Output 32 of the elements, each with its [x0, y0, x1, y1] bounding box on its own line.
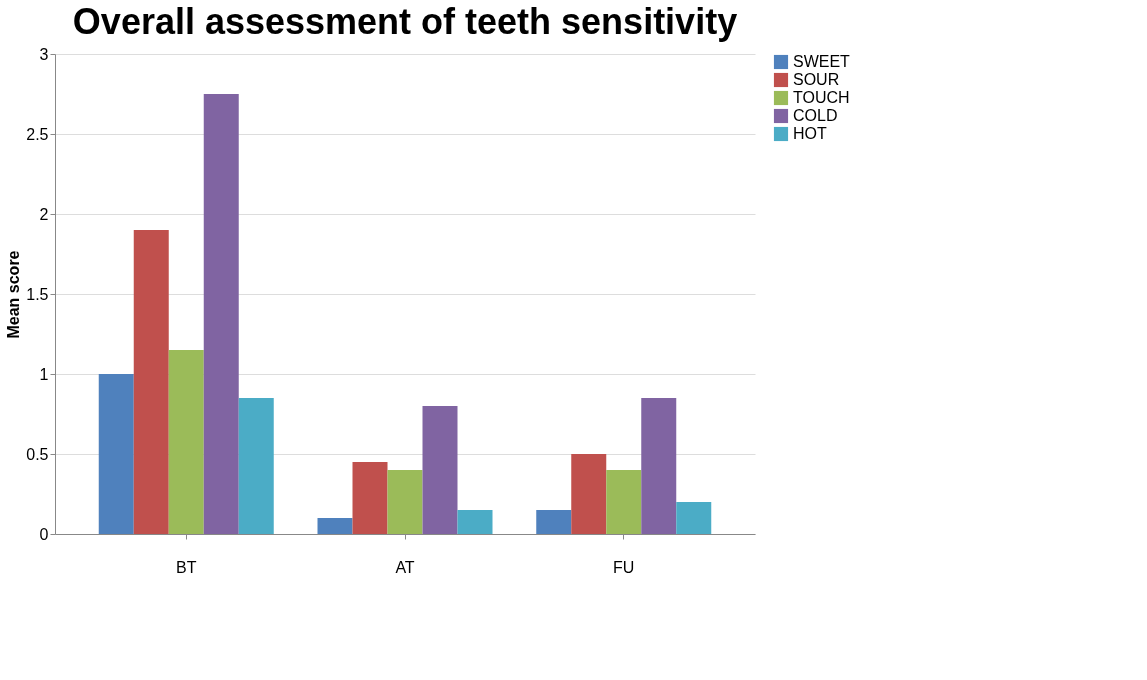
bar [133, 230, 169, 534]
x-tick-label: AT [395, 558, 415, 576]
bar [676, 502, 712, 534]
y-tick-label: 2.5 [26, 125, 49, 143]
chart-title: Overall assessment of teeth sensitivity [72, 1, 738, 42]
bar [641, 398, 677, 534]
y-tick-label: 2 [39, 205, 49, 223]
legend-label: SOUR [793, 71, 840, 88]
y-axis-title: Mean score [5, 250, 23, 339]
x-tick-label: BT [176, 558, 197, 576]
x-tick-label: FU [613, 558, 635, 576]
y-tick-label: 0 [39, 525, 49, 543]
y-tick-label: 1.5 [26, 285, 49, 303]
legend-label: TOUCH [793, 89, 850, 106]
y-tick-label: 1 [39, 365, 49, 383]
bar [606, 470, 642, 534]
bar [571, 454, 607, 534]
y-tick-label: 0.5 [26, 445, 49, 463]
y-tick-label: 3 [39, 45, 49, 63]
bar [352, 462, 388, 534]
bar [168, 350, 204, 534]
legend-label: COLD [793, 107, 838, 124]
bar [457, 510, 493, 534]
bar [536, 510, 572, 534]
bar [422, 406, 458, 534]
bar [387, 470, 423, 534]
bar [98, 374, 134, 534]
bar [238, 398, 274, 534]
bar [203, 94, 239, 534]
legend-label: HOT [793, 125, 827, 142]
legend-label: SWEET [793, 53, 851, 70]
bar [317, 518, 353, 534]
